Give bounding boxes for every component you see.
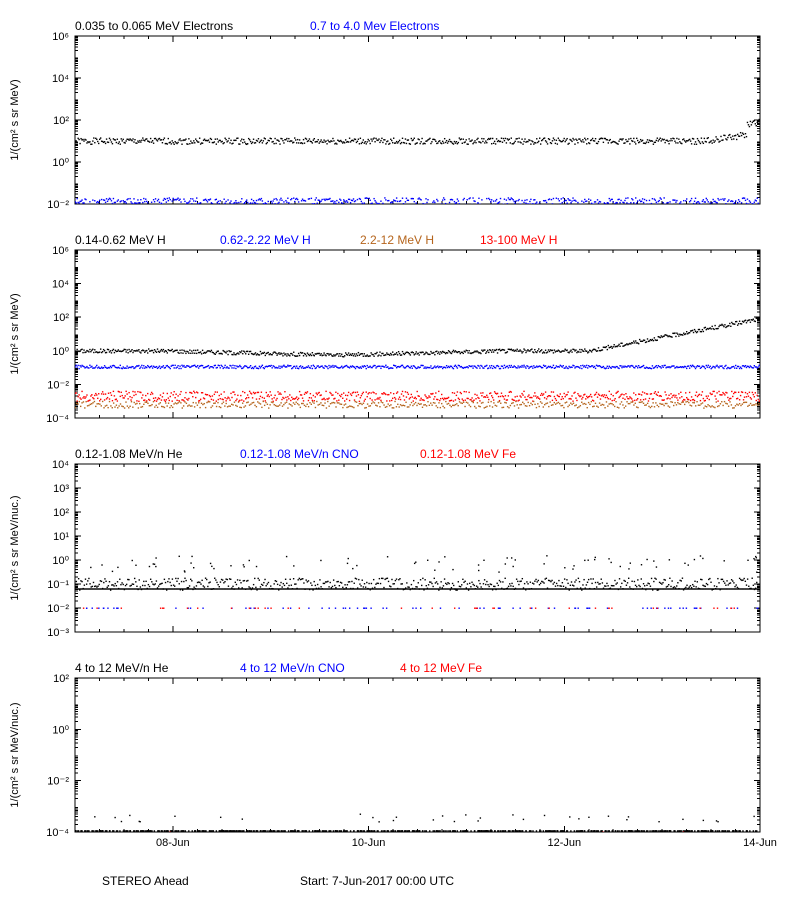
legend-high_ions-2: 4 to 12 MeV Fe <box>400 661 482 675</box>
plot-frame <box>75 250 760 418</box>
legend-low_ions-0: 0.12-1.08 MeV/n He <box>75 447 183 461</box>
data-layer <box>75 317 761 409</box>
ytick-label: 10² <box>53 115 69 127</box>
ytick-label: 10⁴ <box>52 459 69 471</box>
y-axis-label: 1/(cm² s sr MeV) <box>9 293 21 374</box>
panel-electrons: 0.035 to 0.065 MeV Electrons 0.7 to 4.0 M… <box>0 18 800 208</box>
ytick-label: 10³ <box>53 483 69 495</box>
xtick-label: 14-Jun <box>743 837 777 849</box>
data-layer <box>75 119 761 207</box>
legend-high_ions-0: 4 to 12 MeV/n He <box>75 661 169 675</box>
legend-hydrogen-1: 0.62-2.22 MeV H <box>220 233 311 247</box>
ytick-label: 10⁴ <box>52 73 69 85</box>
plot-frame <box>75 36 760 204</box>
ytick-label: 10⁻² <box>47 776 69 788</box>
legend-low_ions-1: 0.12-1.08 MeV/n CNO <box>240 447 359 461</box>
data-layer <box>75 555 761 609</box>
legend-electrons-1: 0.7 to 4.0 Mev Electrons <box>310 19 439 33</box>
ytick-label: 10² <box>53 312 69 324</box>
footer-source: STEREO Ahead <box>102 874 189 888</box>
legend-high_ions-1: 4 to 12 MeV/n CNO <box>240 661 345 675</box>
xtick-label: 08-Jun <box>156 837 190 849</box>
y-axis-label: 1/(cm² s sr MeV/nuc.) <box>9 495 21 600</box>
plot-frame <box>75 678 760 832</box>
ytick-label: 10⁰ <box>52 346 69 358</box>
legend-low_ions-2: 0.12-1.08 MeV Fe <box>420 447 516 461</box>
ytick-label: 10⁻² <box>47 603 69 615</box>
xtick-label: 10-Jun <box>352 837 386 849</box>
ytick-label: 10² <box>53 507 69 519</box>
ytick-label: 10⁻¹ <box>47 579 69 591</box>
panel-high_ions: 4 to 12 MeV/n He 4 to 12 MeV/n CNO 4 to 12… <box>0 660 800 850</box>
ytick-label: 10⁻⁴ <box>46 827 69 839</box>
ytick-label: 10⁶ <box>52 245 69 257</box>
legend-hydrogen-2: 2.2-12 MeV H <box>360 233 434 247</box>
ytick-label: 10⁻³ <box>47 627 69 636</box>
ytick-label: 10⁻⁴ <box>46 413 69 422</box>
legend-hydrogen-0: 0.14-0.62 MeV H <box>75 233 166 247</box>
xtick-label: 12-Jun <box>547 837 581 849</box>
ytick-label: 10¹ <box>53 531 69 543</box>
panel-low_ions: 0.12-1.08 MeV/n He 0.12-1.08 MeV/n CNO 0.1… <box>0 446 800 636</box>
ytick-label: 10⁶ <box>52 31 69 43</box>
legend-electrons-0: 0.035 to 0.065 MeV Electrons <box>75 19 233 33</box>
ytick-label: 10⁻² <box>47 199 69 208</box>
y-axis-label: 1/(cm² s sr MeV/nuc.) <box>9 702 21 807</box>
panel-hydrogen: 0.14-0.62 MeV H 0.62-2.22 MeV H 2.2-12 MeV… <box>0 232 800 422</box>
ytick-label: 10⁴ <box>52 279 69 291</box>
ytick-label: 10⁻² <box>47 379 69 391</box>
ytick-label: 10⁰ <box>52 157 69 169</box>
plot-frame <box>75 464 760 632</box>
ytick-label: 10² <box>53 673 69 685</box>
footer-start-time: Start: 7-Jun-2017 00:00 UTC <box>300 874 454 888</box>
ytick-label: 10⁰ <box>52 724 69 736</box>
y-axis-label: 1/(cm² s sr MeV) <box>9 79 21 160</box>
legend-hydrogen-3: 13-100 MeV H <box>480 233 557 247</box>
ytick-label: 10⁰ <box>52 555 69 567</box>
